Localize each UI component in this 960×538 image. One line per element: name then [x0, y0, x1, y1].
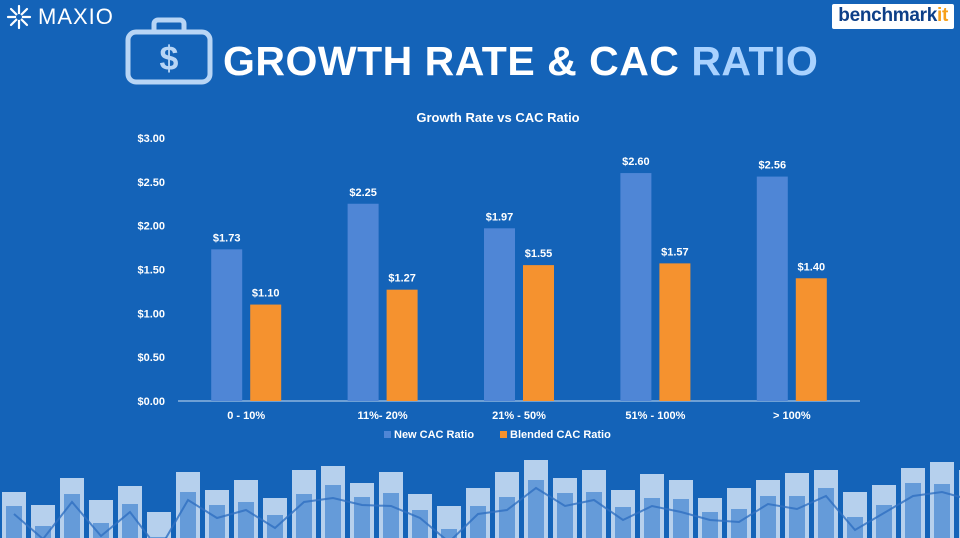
x-tick-label: > 100%: [773, 410, 811, 422]
slide-title-accent: RATIO: [691, 38, 819, 84]
decor-bar-inner: [934, 484, 950, 538]
data-label-new-cac: $2.25: [349, 187, 377, 199]
y-tick-label: $1.00: [137, 308, 165, 320]
data-label-new-cac: $2.56: [759, 160, 787, 172]
data-label-new-cac: $1.73: [213, 232, 241, 244]
bar-blended-cac: [523, 265, 554, 401]
bar-new-cac: [211, 249, 243, 401]
chart-title: Growth Rate vs CAC Ratio: [416, 110, 579, 125]
decor-bar: [147, 512, 171, 538]
y-tick-label: $1.50: [137, 265, 165, 277]
decor-bar-inner: [122, 504, 138, 538]
y-tick-label: $2.50: [137, 177, 165, 189]
y-tick-label: $0.50: [137, 352, 165, 364]
svg-text:$: $: [160, 40, 179, 78]
data-label-blended-cac: $1.40: [798, 261, 826, 273]
data-label-blended-cac: $1.27: [388, 273, 416, 285]
decor-bar-inner: [876, 505, 892, 538]
maxio-logo: MAXIO: [6, 4, 114, 30]
decor-bar-inner: [528, 480, 544, 538]
bar-blended-cac: [250, 304, 282, 401]
decor-bar-inner: [64, 494, 80, 538]
data-label-new-cac: $2.60: [622, 156, 650, 168]
bar-blended-cac: [386, 289, 418, 401]
slide-title-main: GROWTH RATE & CAC: [223, 38, 680, 84]
decor-trend-line: [13, 486, 960, 538]
data-label-blended-cac: $1.55: [525, 248, 553, 260]
decor-bar-inner: [383, 493, 399, 538]
decor-bar-inner: [267, 515, 283, 538]
x-tick-label: 11%- 20%: [358, 410, 408, 422]
data-label-new-cac: $1.97: [486, 211, 514, 223]
x-tick-label: 0 - 10%: [227, 410, 265, 422]
bar-new-cac: [756, 176, 788, 401]
bar-new-cac: [620, 173, 652, 401]
decor-bar-inner: [93, 523, 109, 538]
decor-bar-inner: [354, 497, 370, 538]
decor-bar-inner: [731, 509, 747, 538]
benchmarkit-logo: benchmarkit: [832, 3, 954, 29]
bar-new-cac: [484, 228, 515, 401]
decor-bar-inner: [209, 505, 225, 538]
benchmarkit-accent: it: [936, 4, 948, 26]
decor-bar-inner: [673, 499, 689, 538]
data-label-blended-cac: $1.57: [661, 246, 689, 258]
benchmarkit-main: benchmark: [838, 4, 937, 26]
bar-blended-cac: [795, 278, 827, 401]
bar-blended-cac: [659, 263, 691, 401]
legend-swatch-new-cac: [384, 431, 391, 438]
maxio-brand-text: MAXIO: [38, 4, 114, 29]
legend-label-new-cac: New CAC Ratio: [394, 429, 474, 441]
decor-bar-inner: [615, 507, 631, 538]
slide-title: GROWTH RATE & CAC RATIO: [223, 38, 818, 85]
y-tick-label: $0.00: [137, 396, 165, 408]
y-tick-label: $3.00: [137, 133, 165, 145]
decor-bar-inner: [6, 506, 22, 538]
maxio-star-icon: [6, 4, 32, 30]
legend-swatch-blended-cac: [500, 431, 507, 438]
data-label-blended-cac: $1.10: [252, 288, 280, 300]
dollar-briefcase-icon: $: [125, 17, 213, 85]
x-tick-label: 21% - 50%: [492, 410, 546, 422]
legend-label-blended-cac: Blended CAC Ratio: [510, 429, 611, 441]
bar-new-cac: [347, 203, 379, 401]
x-tick-label: 51% - 100%: [625, 410, 685, 422]
decor-bar-inner: [847, 517, 863, 538]
y-tick-label: $2.00: [137, 221, 165, 233]
decor-bar-inner: [441, 529, 457, 538]
decor-bar-inner: [905, 483, 921, 538]
benchmarkit-brand-text: benchmarkit: [832, 3, 954, 29]
